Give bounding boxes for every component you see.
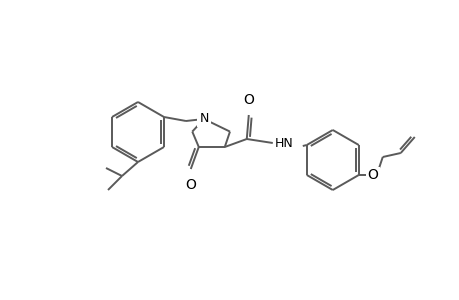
Text: O: O <box>185 178 196 192</box>
Text: O: O <box>243 93 254 107</box>
Text: N: N <box>199 112 208 124</box>
Text: HN: HN <box>274 136 293 149</box>
Text: O: O <box>367 168 377 182</box>
